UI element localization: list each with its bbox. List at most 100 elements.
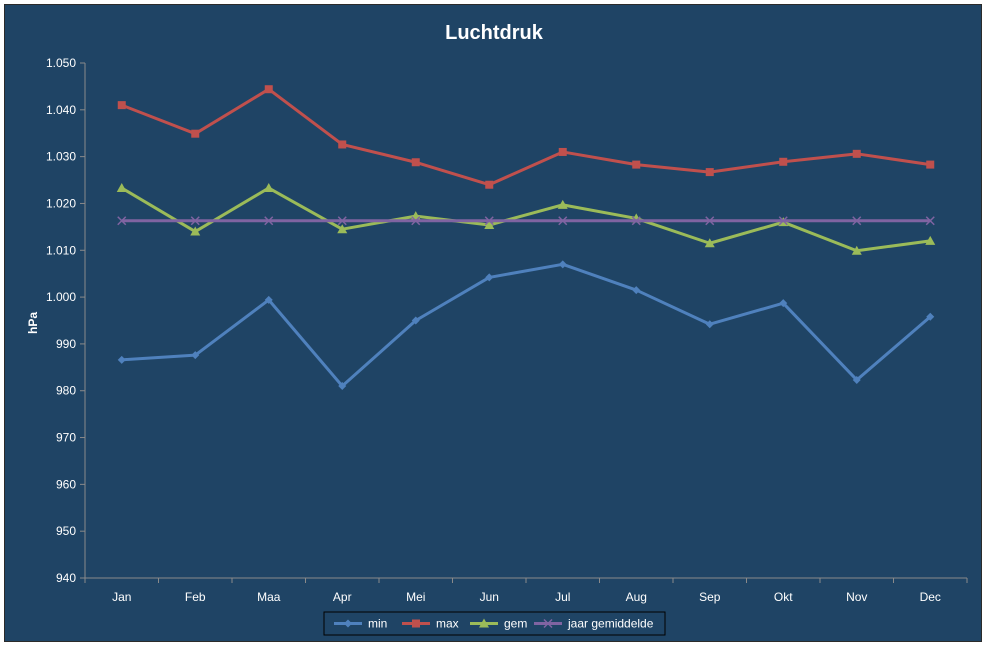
marker-stroke [778, 216, 788, 226]
x-tick-label: Maa [257, 590, 281, 604]
y-tick-label: 970 [56, 431, 76, 445]
marker-stroke [411, 216, 421, 226]
series-group [116, 85, 936, 391]
marker-stroke [190, 216, 200, 226]
legend: min max gem jaar gemiddelde [323, 611, 666, 636]
y-tick-label: 1.050 [46, 56, 76, 70]
data-point-jaar-gemiddelde [117, 216, 127, 226]
y-tick-label: 990 [56, 337, 76, 351]
x-tick-label: Dec [920, 590, 941, 604]
x-tick-label: Nov [846, 590, 867, 604]
legend-item-gem: gem [470, 617, 527, 631]
data-point-min [338, 382, 347, 391]
legend-item-jaar-gemiddelde: jaar gemiddelde [534, 617, 654, 631]
data-point-min [191, 351, 200, 360]
x-tick-label: Jan [112, 590, 131, 604]
x-tick-label: Mei [406, 590, 425, 604]
legend-label: jaar gemiddelde [567, 617, 654, 631]
y-tick-label: 1.010 [46, 243, 76, 257]
marker-stroke [117, 216, 127, 226]
data-point-min [779, 299, 788, 308]
data-point-min [926, 312, 935, 321]
data-point-jaar-gemiddelde [484, 216, 494, 226]
data-point-gem [337, 224, 348, 234]
data-point-max [264, 85, 273, 94]
data-point-gem [116, 183, 127, 193]
data-point-jaar-gemiddelde [705, 216, 715, 226]
data-point-jaar-gemiddelde [558, 216, 568, 226]
legend-marker [344, 619, 352, 628]
y-tick-label: 1.030 [46, 150, 76, 164]
data-point-gem [484, 219, 495, 229]
data-point-min [632, 286, 641, 295]
data-point-max [485, 180, 494, 189]
data-point-max [926, 160, 935, 169]
data-point-jaar-gemiddelde [337, 216, 347, 226]
data-point-jaar-gemiddelde [411, 216, 421, 226]
data-point-gem [851, 245, 862, 255]
data-point-min [852, 375, 861, 384]
data-point-jaar-gemiddelde [631, 216, 641, 226]
data-point-max [779, 157, 788, 166]
legend-marker [543, 618, 553, 629]
marker-stroke [264, 216, 274, 226]
chart-title: Luchtdruk [445, 22, 544, 44]
axes: 940 950 960 970 980 990 1.000 1.010 1.020 1.030 1.… [46, 56, 968, 604]
data-point-jaar-gemiddelde [264, 216, 274, 226]
x-tick-label: Feb [185, 590, 206, 604]
data-point-gem [704, 238, 715, 248]
legend-label: max [436, 617, 459, 631]
legend-item-max: max [402, 617, 459, 631]
marker-stroke [705, 216, 715, 226]
series-jaar-gemiddelde [117, 216, 935, 226]
y-tick-label: 1.040 [46, 103, 76, 117]
data-point-max [705, 168, 714, 177]
marker-stroke [925, 216, 935, 226]
marker-stroke [852, 216, 862, 226]
marker-stroke [337, 216, 347, 226]
series-gem [116, 183, 936, 255]
y-tick-label: 980 [56, 384, 76, 398]
data-point-max [411, 158, 420, 167]
data-point-max [338, 140, 347, 149]
marker-stroke [543, 618, 553, 629]
legend-label: min [368, 617, 387, 631]
chart-area: Luchtdruk hPa 940 950 960 970 980 990 1.000 1.0… [4, 4, 982, 642]
data-point-min [558, 260, 567, 269]
y-tick-label: 1.020 [46, 196, 76, 210]
x-tick-label: Aug [626, 590, 647, 604]
series-line-gem [120, 186, 931, 253]
data-point-max [558, 147, 567, 156]
data-point-min [411, 316, 420, 325]
y-tick-label: 1.000 [46, 290, 76, 304]
data-point-min [485, 273, 494, 282]
marker-stroke [558, 216, 568, 226]
x-tick-label: Sep [699, 590, 721, 604]
series-max [117, 85, 935, 189]
y-tick-label: 960 [56, 477, 76, 491]
data-point-gem [190, 226, 201, 236]
y-tick-label: 940 [56, 571, 76, 585]
marker-stroke [631, 216, 641, 226]
data-point-gem [925, 235, 936, 245]
data-point-jaar-gemiddelde [778, 216, 788, 226]
data-point-min [264, 295, 273, 304]
data-point-gem [263, 183, 274, 193]
data-point-max [117, 101, 126, 110]
legend-marker [479, 618, 489, 628]
data-point-min [705, 320, 714, 329]
chart-svg: Luchtdruk hPa 940 950 960 970 980 990 1.000 1.0… [26, 22, 968, 636]
x-tick-label: Okt [774, 590, 793, 604]
series-min [117, 260, 935, 391]
x-tick-label: Apr [333, 590, 352, 604]
legend-marker [412, 619, 420, 628]
y-tick-label: 950 [56, 524, 76, 538]
data-point-min [117, 355, 126, 364]
data-point-gem [557, 199, 568, 209]
series-line-min [121, 262, 932, 388]
legend-item-min: min [334, 617, 387, 631]
data-point-max [191, 129, 200, 138]
data-point-jaar-gemiddelde [852, 216, 862, 226]
marker-stroke [484, 216, 494, 226]
x-tick-label: Jun [480, 590, 499, 604]
